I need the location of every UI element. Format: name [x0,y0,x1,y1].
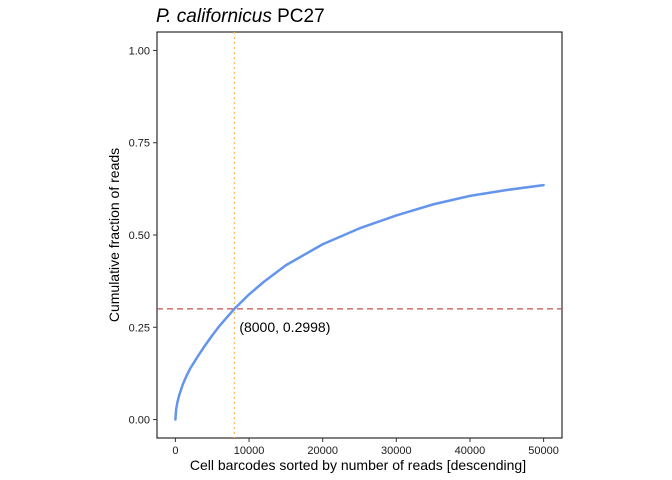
y-axis-label: Cumulative fraction of reads [106,148,122,322]
x-axis-label: Cell barcodes sorted by number of reads … [190,457,526,473]
x-tick-label: 0 [172,445,178,457]
cumulative-reads-line [174,183,545,421]
chart-title: P. californicus PC27 [156,6,325,27]
chart-title-sample: PC27 [272,6,325,27]
plot-area: 0 10000 20000 30000 40000 50000 0.00 0.25 0.50 0.… [129,31,563,457]
chart-title-species: P. californicus [156,6,272,27]
x-tick-label: 40000 [455,445,486,457]
y-tick-label: 0.75 [129,138,150,150]
y-tick-label: 0.25 [129,322,150,334]
y-tick-label: 0.50 [129,230,150,242]
plot-border [156,31,563,439]
y-tick-label: 1.00 [129,45,150,57]
x-tick-label: 20000 [307,445,338,457]
x-tick-label: 10000 [234,445,265,457]
x-tick-label: 30000 [381,445,412,457]
x-tick-label: 50000 [528,445,559,457]
annotation-label: (8000, 0.2998) [239,319,330,335]
y-tick-label: 0.00 [129,415,150,427]
